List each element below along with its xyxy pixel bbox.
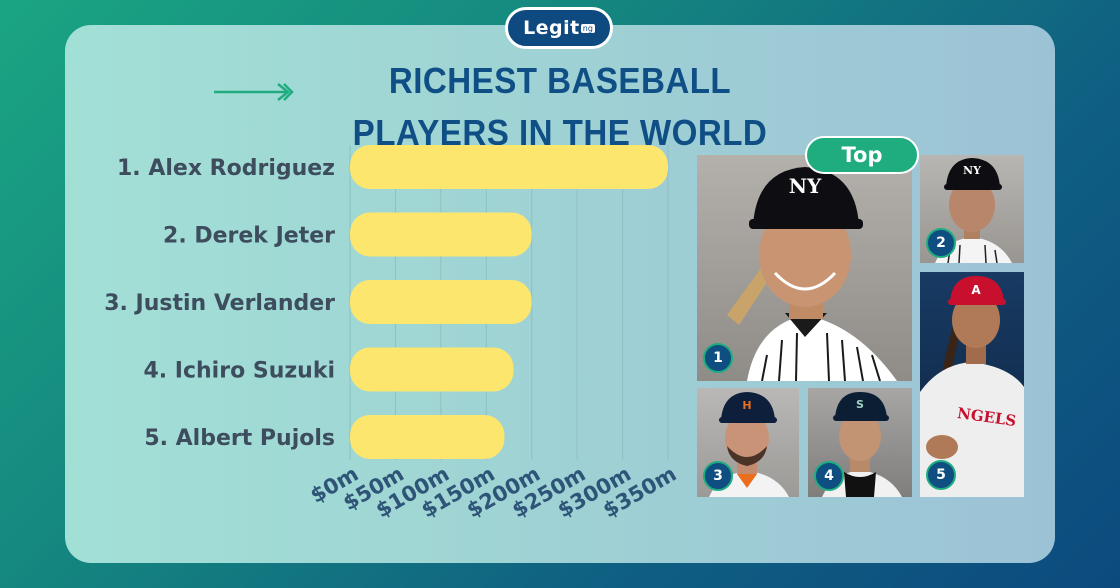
player-portrait-icon: S <box>822 392 902 497</box>
player-photo-5: NGELS A 5 <box>920 272 1024 497</box>
bar <box>350 280 532 324</box>
legit-logo: Legit ng <box>505 7 613 49</box>
rank-badge-4: 4 <box>814 461 844 491</box>
category-label: 1. Alex Rodriguez <box>117 156 335 181</box>
player-photo-1: NY 1 <box>697 155 912 381</box>
svg-text:A: A <box>971 283 981 297</box>
category-label: 3. Justin Verlander <box>104 291 335 316</box>
bar <box>350 415 505 459</box>
logo-suffix: ng <box>580 23 595 33</box>
rank-badge-3: 3 <box>703 461 733 491</box>
bar <box>350 145 668 189</box>
logo-text: Legit <box>523 17 580 39</box>
svg-text:NY: NY <box>963 164 981 177</box>
svg-text:S: S <box>856 398 864 411</box>
bar-chart: 1. Alex Rodriguez 2. Derek Jeter 3. Justin… <box>104 145 681 523</box>
player-photo-3: H 3 <box>697 388 799 497</box>
bar <box>350 212 532 257</box>
rank-badge-1: 1 <box>703 343 733 373</box>
category-label: 4. Ichiro Suzuki <box>143 359 335 384</box>
category-label: 5. Albert Pujols <box>144 426 335 451</box>
category-label: 2. Derek Jeter <box>163 224 335 249</box>
arrow-icon <box>214 83 294 101</box>
bar <box>350 347 514 392</box>
svg-text:NY: NY <box>789 174 822 198</box>
svg-text:H: H <box>742 399 751 412</box>
player-photo-4: S 4 <box>808 388 912 497</box>
rank-badge-5: 5 <box>926 460 956 490</box>
top-badge: Top <box>805 136 919 174</box>
player-portrait-icon: NY <box>727 167 897 381</box>
rank-badge-2: 2 <box>926 228 956 258</box>
player-photo-2: NY 2 <box>920 155 1024 263</box>
